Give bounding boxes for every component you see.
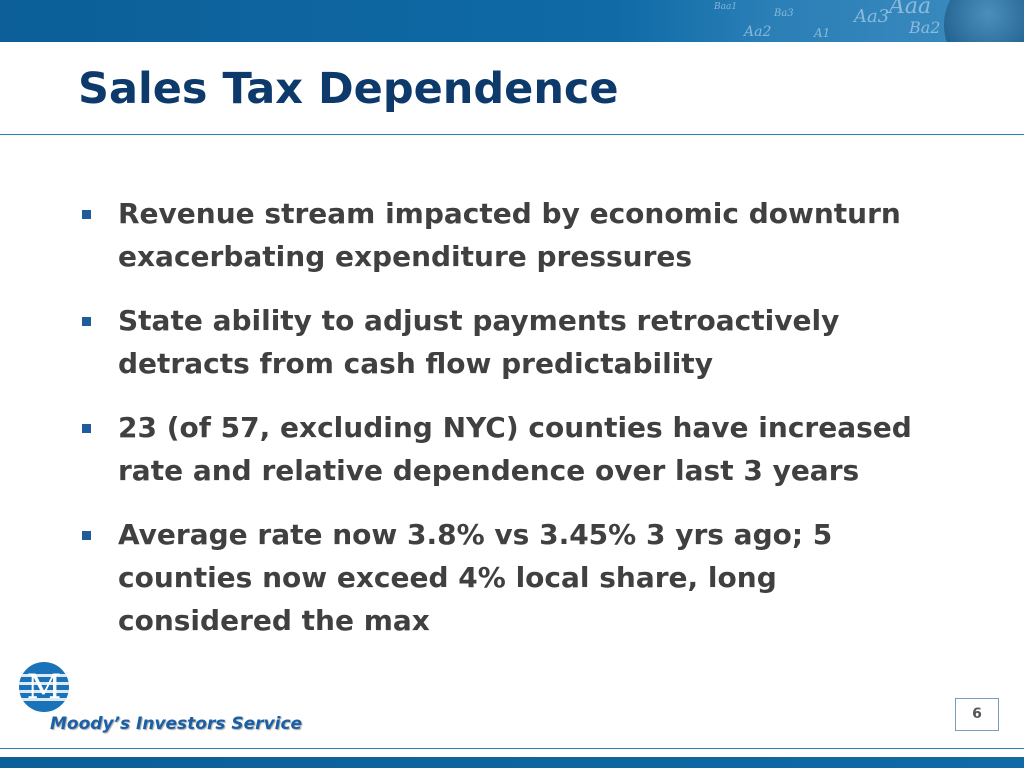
bullet-list: Revenue stream impacted by economic down…	[78, 192, 958, 663]
globe-icon	[944, 0, 1024, 42]
bullet-text: 23 (of 57, excluding NYC) counties have …	[118, 411, 912, 487]
footer-divider	[0, 748, 1024, 749]
logo-stripe	[19, 674, 69, 677]
slide-title: Sales Tax Dependence	[78, 64, 619, 114]
rating-text: Ba2	[909, 18, 941, 37]
header-bar: Baa1 Ba3 Aaa Aa3 Ba2 Aa2 A1	[0, 0, 1024, 42]
page-number: 6	[955, 698, 999, 731]
moodys-logo-icon: M	[19, 662, 69, 712]
logo-stripe	[19, 690, 69, 693]
logo-stripe	[19, 682, 69, 685]
square-bullet-icon	[82, 424, 91, 433]
logo-letter: M	[26, 667, 62, 707]
ratings-watermark: Baa1 Ba3 Aaa Aa3 Ba2 Aa2 A1	[704, 0, 1024, 42]
square-bullet-icon	[82, 317, 91, 326]
bullet-item: Average rate now 3.8% vs 3.45% 3 yrs ago…	[78, 513, 958, 642]
bullet-text: Revenue stream impacted by economic down…	[118, 197, 901, 273]
bullet-text: Average rate now 3.8% vs 3.45% 3 yrs ago…	[118, 518, 833, 637]
bullet-text: State ability to adjust payments retroac…	[118, 304, 840, 380]
rating-text: A1	[814, 26, 831, 40]
rating-text: Aa2	[744, 24, 772, 40]
bullet-item: State ability to adjust payments retroac…	[78, 299, 958, 385]
rating-text: Ba3	[774, 8, 794, 19]
title-divider	[0, 134, 1024, 135]
square-bullet-icon	[82, 210, 91, 219]
footer-bar	[0, 757, 1024, 768]
rating-text: Baa1	[714, 2, 738, 12]
rating-text: Aaa	[889, 0, 932, 19]
bullet-item: 23 (of 57, excluding NYC) counties have …	[78, 406, 958, 492]
square-bullet-icon	[82, 531, 91, 540]
logo-stripe	[19, 698, 69, 701]
bullet-item: Revenue stream impacted by economic down…	[78, 192, 958, 278]
rating-text: Aa3	[854, 6, 890, 27]
company-name: Moody’s Investors Service	[50, 714, 303, 734]
